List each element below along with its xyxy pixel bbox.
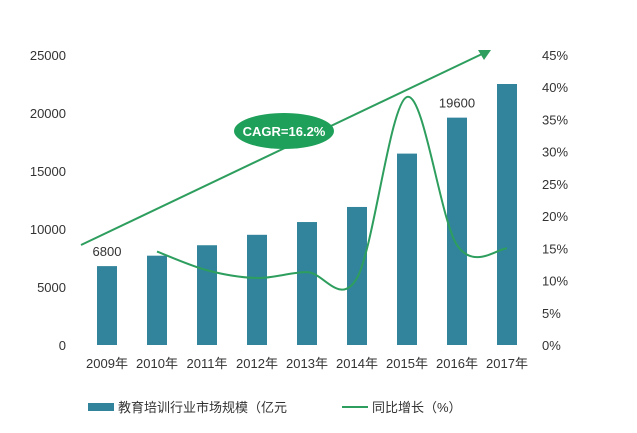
trend-arrow-line <box>80 53 483 246</box>
y-right-tick-label: 10% <box>542 274 568 289</box>
y-right-tick-label: 5% <box>542 306 561 321</box>
trend-arrow-head <box>478 50 491 60</box>
x-tick-label: 2016年 <box>436 356 478 371</box>
bar-2009年 <box>97 266 117 345</box>
x-tick-label: 2014年 <box>336 356 378 371</box>
legend: 教育培训行业市场规模（亿元 同比增长（%） <box>88 400 462 415</box>
legend-label-line: 同比增长（%） <box>372 400 462 415</box>
x-tick-label: 2011年 <box>187 356 228 371</box>
y-right-tick-label: 45% <box>542 48 568 63</box>
x-tick-label: 2013年 <box>286 356 328 371</box>
bar-2013年 <box>297 222 317 345</box>
bar-2015年 <box>397 153 417 345</box>
y-left-tick-label: 5000 <box>37 280 66 295</box>
bar-2017年 <box>497 84 517 345</box>
y-right-tick-label: 25% <box>542 177 568 192</box>
x-tick-label: 2012年 <box>236 356 278 371</box>
y-right-tick-label: 30% <box>542 145 568 160</box>
bar-2016年 <box>447 117 467 345</box>
bar-2012年 <box>247 234 267 345</box>
bar-2011年 <box>197 245 217 345</box>
legend-label-bar: 教育培训行业市场规模（亿元 <box>118 400 287 415</box>
x-tick-label: 2017年 <box>486 356 528 371</box>
x-tick-label: 2009年 <box>86 356 128 371</box>
cagr-badge <box>234 113 334 149</box>
x-tick-label: 2010年 <box>136 356 178 371</box>
legend-swatch-bar <box>88 403 114 411</box>
y-right-tick-label: 0% <box>542 338 561 353</box>
cagr-label: CAGR=16.2% <box>243 124 326 139</box>
y-left-tick-label: 20000 <box>30 106 66 121</box>
y-right-tick-label: 20% <box>542 209 568 224</box>
bar-2010年 <box>147 255 167 345</box>
y-right-tick-label: 15% <box>542 241 568 256</box>
growth-line <box>156 95 508 291</box>
y-left-tick-label: 10000 <box>30 222 66 237</box>
data-label: 6800 <box>93 244 122 259</box>
x-tick-label: 2015年 <box>386 356 428 371</box>
data-label: 19600 <box>439 96 475 111</box>
y-left-tick-label: 0 <box>59 338 66 353</box>
y-left-tick-label: 25000 <box>30 48 66 63</box>
y-right-tick-label: 35% <box>542 112 568 127</box>
y-right-tick-label: 40% <box>542 80 568 95</box>
y-left-tick-label: 15000 <box>30 164 66 179</box>
